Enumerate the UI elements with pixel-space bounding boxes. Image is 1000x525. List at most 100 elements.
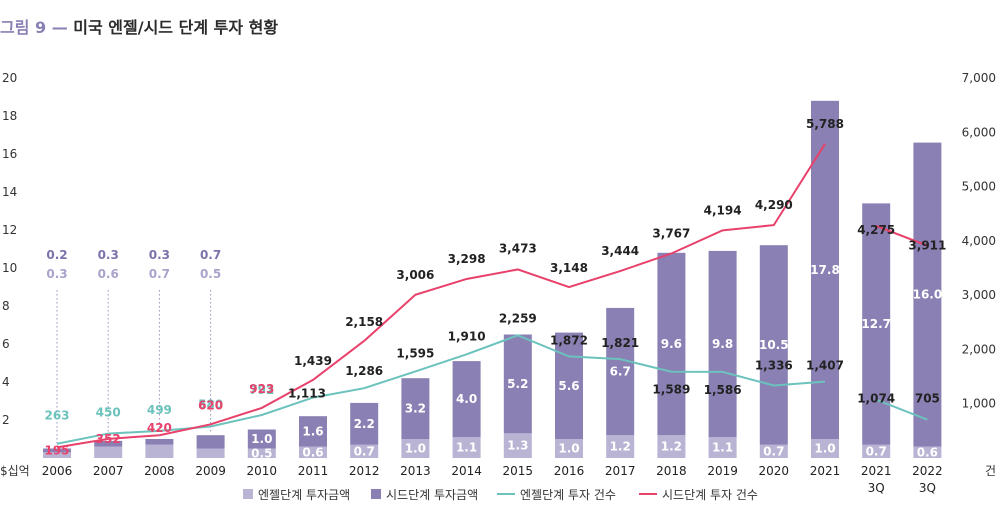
x-axis-label: 2022	[912, 464, 943, 478]
left-axis-tick: 18	[2, 109, 17, 123]
angel-amount-label: 0.7	[149, 267, 170, 281]
seed-count-label: 3,006	[396, 268, 434, 282]
x-axis-label: 2010	[247, 464, 278, 478]
angel-count-label: 792	[249, 383, 274, 397]
bar-seed-amount	[401, 378, 430, 439]
x-axis-label: 2012	[349, 464, 380, 478]
seed-count-label: 4,275	[857, 223, 895, 237]
right-axis-label: 건	[985, 464, 996, 478]
bar-angel-amount	[503, 433, 532, 458]
seed-amount-label: 2.2	[354, 417, 375, 431]
seed-count-label: 4,194	[704, 203, 742, 217]
left-axis-tick: 6	[2, 337, 10, 351]
bar-seed-amount	[452, 361, 481, 438]
angel-count-label: 1,286	[345, 364, 383, 378]
bar-seed-amount	[196, 435, 225, 449]
legend-seed-amount-label: 시드단계 투자금액	[386, 488, 478, 502]
angel-amount-label: 0.3	[46, 267, 67, 281]
x-axis-label: 3Q	[868, 481, 885, 495]
angel-amount-label: 0.5	[251, 446, 272, 460]
legend-angel-count-label: 엔젤단계 투자 건수	[520, 488, 616, 502]
x-axis-label: 3Q	[919, 481, 936, 495]
seed-amount-label: 5.6	[558, 379, 579, 393]
angel-count-label: 1,336	[755, 358, 793, 372]
left-axis-tick: 14	[2, 185, 17, 199]
x-axis-label: 2014	[451, 464, 482, 478]
angel-amount-label: 0.7	[763, 444, 784, 458]
angel-count-line-3q	[875, 398, 928, 421]
bar-angel-amount	[811, 439, 839, 458]
bar-angel-amount	[555, 439, 583, 458]
bar-angel-amount	[606, 435, 635, 458]
x-axis-label: 2021	[861, 464, 892, 478]
seed-count-label: 3,148	[550, 261, 588, 275]
x-axis-label: 2021	[810, 464, 841, 478]
left-axis-tick: 20	[2, 71, 17, 85]
bar-angel-amount	[196, 448, 225, 458]
seed-amount-label: 9.6	[661, 337, 682, 351]
angel-amount-label: 1.0	[814, 442, 835, 456]
seed-amount-label: 17.8	[810, 263, 840, 277]
x-axis-label: 2016	[554, 464, 585, 478]
left-axis-tick: 2	[2, 413, 10, 427]
angel-count-label: 1,589	[652, 383, 690, 397]
seed-count-line-3q	[875, 224, 928, 247]
seed-amount-label: 5.2	[507, 377, 528, 391]
bar-seed-amount	[43, 448, 71, 453]
angel-count-line	[56, 334, 826, 445]
bar-seed-amount	[862, 203, 891, 445]
bar-angel-amount	[401, 439, 430, 458]
bar-seed-amount	[94, 440, 123, 447]
bar-angel-amount	[350, 444, 379, 458]
x-axis-label: 2019	[707, 464, 738, 478]
legend-seed-amount-swatch	[371, 489, 381, 499]
angel-amount-label: 0.5	[200, 267, 221, 281]
angel-count-label: 1,586	[704, 383, 742, 397]
angel-count-label: 1,595	[396, 346, 434, 360]
bar-angel-amount	[145, 444, 174, 458]
angel-amount-label: 1.1	[456, 441, 477, 455]
seed-amount-label: 6.7	[610, 365, 631, 379]
seed-count-label: 5,788	[806, 117, 844, 131]
left-axis-label: $십억	[0, 464, 30, 478]
bar-seed-amount	[606, 307, 635, 436]
left-axis-tick: 16	[2, 147, 17, 161]
bar-seed-amount	[913, 142, 942, 447]
angel-amount-label: 1.3	[507, 439, 528, 453]
angel-amount-label: 1.0	[558, 442, 579, 456]
x-axis-label: 2011	[298, 464, 329, 478]
bar-seed-amount	[503, 334, 532, 434]
bar-seed-amount	[657, 252, 686, 436]
seed-count-label: 620	[198, 398, 223, 412]
seed-amount-label: 1.6	[302, 424, 323, 438]
left-axis-tick: 10	[2, 261, 17, 275]
seed-count-label: 352	[96, 432, 121, 446]
bar-seed-amount	[299, 416, 327, 447]
angel-count-label: 450	[96, 406, 121, 420]
angel-amount-label: 0.7	[354, 444, 375, 458]
legend-seed-count-label: 시드단계 투자 건수	[662, 488, 758, 502]
angel-count-label: 580	[198, 398, 223, 412]
angel-count-label: 1,872	[550, 333, 588, 347]
angel-count-label: 1,113	[288, 387, 326, 401]
seed-amount-label: 10.5	[759, 338, 789, 352]
seed-amount-label: 0.2	[46, 248, 67, 262]
figure-number: 그림 9 —	[0, 18, 68, 37]
x-axis-label: 2007	[93, 464, 124, 478]
angel-amount-label: 1.2	[610, 440, 631, 454]
seed-amount-label: 12.7	[861, 317, 891, 331]
right-axis-tick: 3,000	[962, 288, 996, 302]
seed-count-label: 1,439	[294, 354, 332, 368]
seed-count-label: 2,158	[345, 315, 383, 329]
seed-count-label: 3,473	[499, 241, 537, 255]
bar-angel-amount	[657, 435, 686, 458]
x-axis-label: 2013	[400, 464, 431, 478]
x-axis-label: 2020	[759, 464, 790, 478]
seed-amount-label: 4.0	[456, 392, 477, 406]
right-axis-tick: 6,000	[962, 125, 996, 139]
seed-count-line	[56, 143, 826, 449]
right-axis-tick: 1,000	[962, 397, 996, 411]
x-axis-label: 2017	[605, 464, 636, 478]
x-axis-label: 2015	[503, 464, 534, 478]
seed-count-label: 420	[147, 421, 172, 435]
